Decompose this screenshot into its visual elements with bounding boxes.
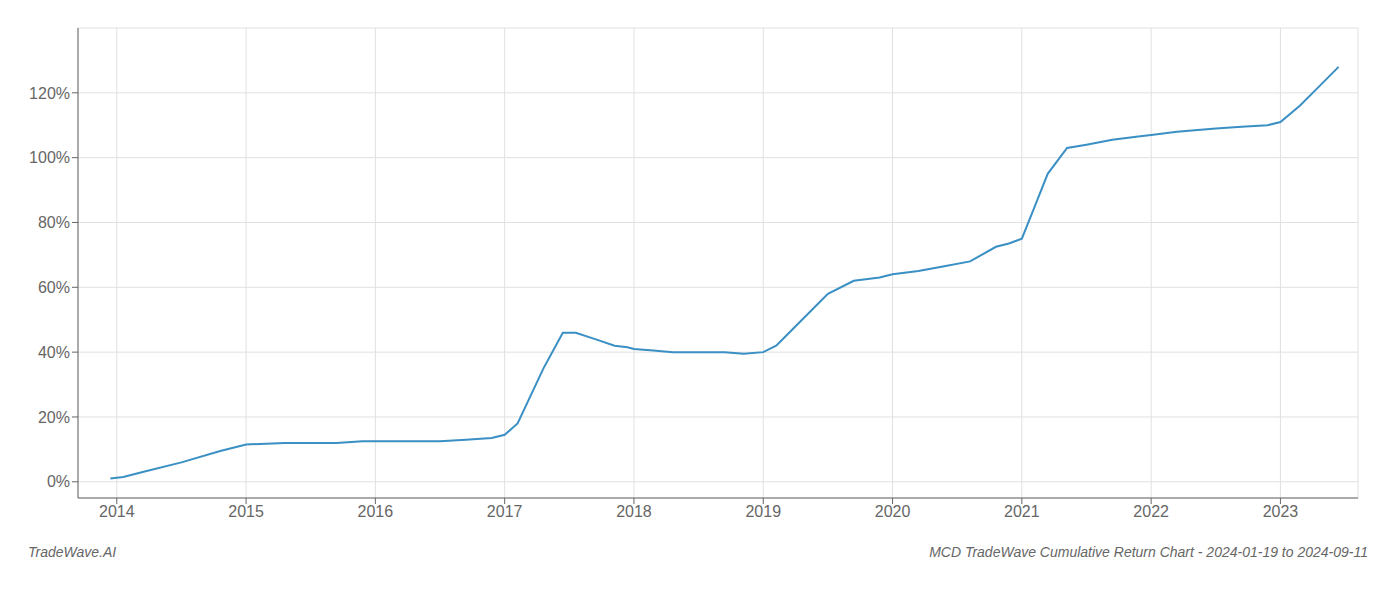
html-text:TradeWave.AI: TradeWave.AI [28,544,117,560]
svg-text:2020: 2020 [875,503,911,520]
svg-text:2015: 2015 [228,503,264,520]
svg-text:40%: 40% [38,344,70,361]
svg-text:2017: 2017 [487,503,523,520]
svg-text:2014: 2014 [99,503,135,520]
svg-text:2018: 2018 [616,503,652,520]
svg-text:120%: 120% [29,85,70,102]
svg-text:60%: 60% [38,279,70,296]
svg-text:2019: 2019 [745,503,781,520]
svg-text:80%: 80% [38,214,70,231]
svg-text:20%: 20% [38,409,70,426]
html-text:MCD TradeWave Cumulative Retur: MCD TradeWave Cumulative Return Chart - … [929,544,1368,560]
svg-text:0%: 0% [47,473,70,490]
svg-text:2022: 2022 [1133,503,1169,520]
svg-text:2023: 2023 [1263,503,1299,520]
svg-text:2021: 2021 [1004,503,1040,520]
svg-text:2016: 2016 [358,503,394,520]
svg-text:100%: 100% [29,149,70,166]
